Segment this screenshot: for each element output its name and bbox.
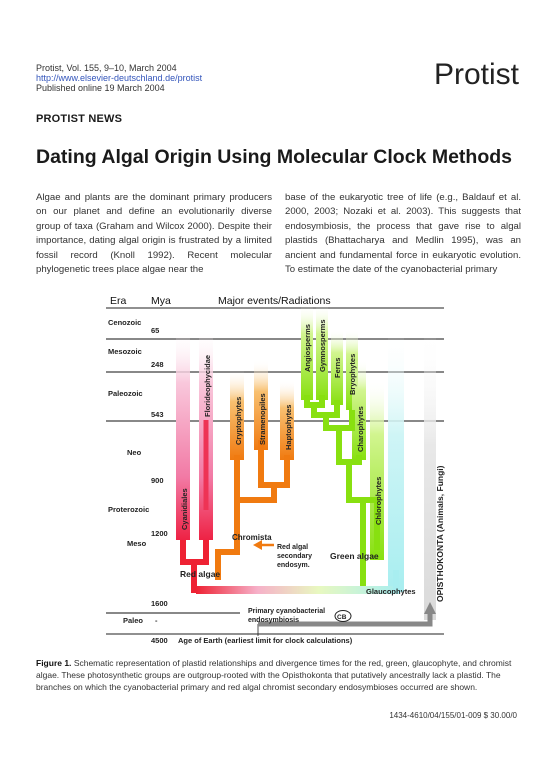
chlorophytes-column <box>370 380 384 560</box>
secondary-endosym-line2: secondary <box>277 553 312 560</box>
group-red-algae: Red algae <box>180 569 220 579</box>
label-cryptophytes: Cryptophytes <box>234 397 243 445</box>
age-axis-label: Age of Earth (earliest limit for clock c… <box>178 636 353 645</box>
outgroup-arrow <box>424 602 436 614</box>
article-title: Dating Algal Origin Using Molecular Cloc… <box>36 146 512 168</box>
journal-url-link[interactable]: http://www.elsevier-deutschland.de/proti… <box>36 73 203 83</box>
chromist-tree <box>234 440 290 530</box>
era-meso: Meso <box>127 539 147 548</box>
body-column-left: Algae and plants are the dominant primar… <box>36 192 272 276</box>
gymnosperms-column <box>316 305 328 400</box>
citation-line: Protist, Vol. 155, 9–10, March 2004 <box>36 63 177 73</box>
section-heading: PROTIST NEWS <box>36 113 123 125</box>
label-opisthokonta: OPISTHOKONTA (Animals, Fungi) <box>435 465 445 602</box>
cryptophytes-column <box>230 370 244 460</box>
era-paleozoic: Paleozoic <box>108 389 143 398</box>
cyanidiales-column <box>176 330 190 540</box>
era-cenozoic: Cenozoic <box>108 318 141 327</box>
journal-name: Protist <box>433 58 519 91</box>
time-900: 900 <box>151 476 164 485</box>
time-1600: 1600 <box>151 599 168 608</box>
group-chromista: Chromista <box>232 533 272 542</box>
glaucophyte-column <box>388 330 404 592</box>
era-paleo: Paleo <box>123 616 143 625</box>
primary-endosym-line2: endosymbiosis <box>248 617 299 624</box>
group-green-algae: Green algae <box>330 551 379 561</box>
figure-caption: Figure 1. Schematic representation of pl… <box>36 657 522 693</box>
label-stramenopiles: Stramenopiles <box>258 393 267 445</box>
time-248: 248 <box>151 360 164 369</box>
label-angiosperms: Angiosperms <box>303 324 312 372</box>
caption-text: Schematic representation of plastid rela… <box>36 658 512 692</box>
time-543: 543 <box>151 410 164 419</box>
outgroup-connector <box>258 612 433 627</box>
cb-label: CB <box>337 614 347 621</box>
red-algae-branch <box>180 540 240 593</box>
angiosperms-column <box>301 305 313 400</box>
article-code: 1434-4610/04/155/01-009 $ 30.00/0 <box>389 711 517 720</box>
events-column-header: Major events/Radiations <box>218 295 331 307</box>
label-cyanidiales: Cyanidiales <box>180 488 189 530</box>
time-1200: 1200 <box>151 529 168 538</box>
group-glaucophytes: Glaucophytes <box>366 587 416 596</box>
published-date: Published online 19 March 2004 <box>36 83 165 93</box>
stramenopiles-column <box>254 360 268 450</box>
body-column-right: base of the eukaryotic tree of life (e.g… <box>285 192 521 276</box>
label-gymnosperms: Gymnosperms <box>318 319 327 372</box>
primary-endosymbiosis-bar <box>196 586 400 594</box>
primary-endosym-line1: Primary cyanobacterial <box>248 608 325 615</box>
charophytes-column <box>352 360 366 460</box>
time-dash: - <box>155 616 158 625</box>
time-4500: 4500 <box>151 636 168 645</box>
secondary-endosym-arrowhead <box>253 540 262 550</box>
chromist-base <box>215 530 240 580</box>
label-charophytes: Charophytes <box>356 406 365 452</box>
secondary-endosym-line1: Red algal <box>277 544 308 551</box>
cb-marker <box>334 610 352 622</box>
time-65: 65 <box>151 326 159 335</box>
caption-label: Figure 1. <box>36 658 72 668</box>
era-proterozoic: Proterozoic <box>108 505 149 514</box>
opisthokonta-column <box>424 330 436 620</box>
label-haptophytes: Haptophytes <box>284 405 293 450</box>
mya-column-header: Mya <box>151 295 171 307</box>
green-tree <box>304 395 380 593</box>
era-neo: Neo <box>127 448 142 457</box>
label-chlorophytes: Chlorophytes <box>374 477 383 525</box>
haptophytes-column <box>280 380 294 460</box>
label-ferns: Ferns <box>333 358 342 378</box>
era-column-header: Era <box>110 295 127 307</box>
label-bryophytes: Bryophytes <box>348 354 357 395</box>
ferns-column <box>331 330 343 405</box>
label-florideophycidae: Florideophycidae <box>203 355 212 417</box>
era-mesozoic: Mesozoic <box>108 347 142 356</box>
secondary-endosym-line3: endosym. <box>277 562 310 569</box>
